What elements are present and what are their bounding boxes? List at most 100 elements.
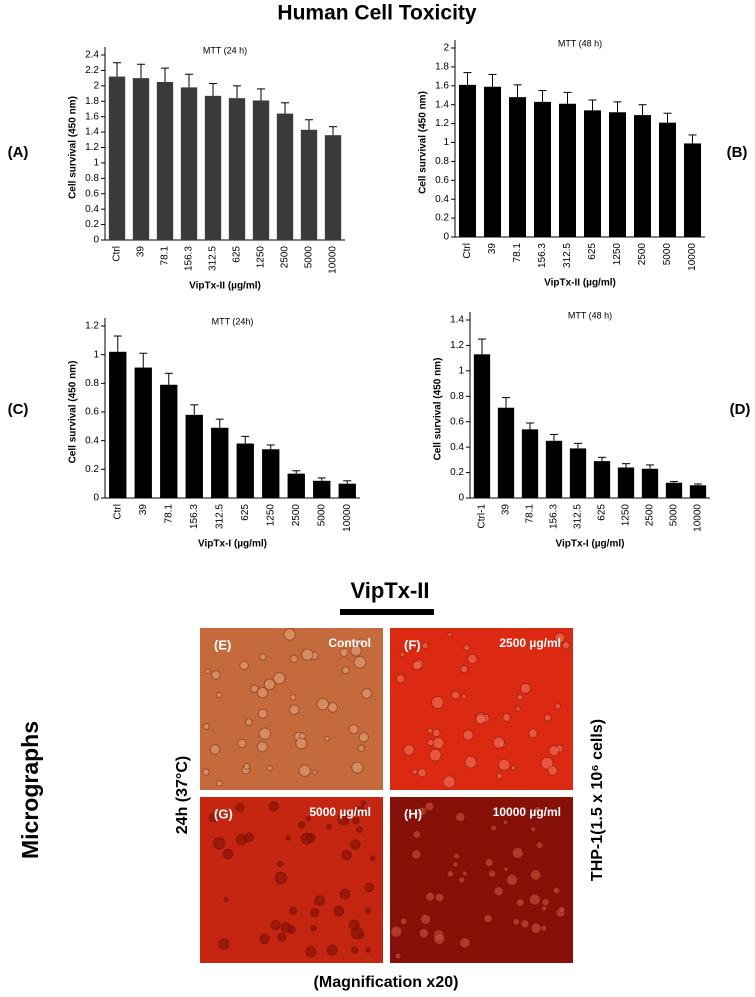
bar	[276, 113, 294, 240]
cell	[289, 906, 298, 915]
bar	[659, 122, 676, 237]
x-tick-label: 10000	[342, 504, 353, 532]
cell	[530, 922, 542, 934]
cell	[259, 653, 267, 661]
bar	[324, 135, 342, 240]
cell	[215, 780, 223, 787]
y-tick-label: 1.8	[435, 62, 449, 73]
x-tick-label: 5000	[304, 246, 315, 269]
micrograph-heading: VipTx-II	[350, 578, 429, 603]
cell	[420, 913, 432, 925]
cell	[417, 768, 427, 778]
cell	[530, 826, 537, 833]
cell	[552, 886, 561, 895]
x-tick-label: 5000	[662, 243, 673, 266]
x-tick-label: 10000	[693, 504, 704, 532]
cell	[312, 769, 318, 775]
cell	[259, 933, 270, 945]
cell	[289, 654, 299, 663]
cell	[212, 837, 226, 850]
cell	[309, 907, 320, 918]
bar	[109, 351, 127, 498]
bar	[473, 354, 491, 498]
bar	[545, 440, 563, 498]
cell	[350, 839, 361, 850]
cell	[455, 812, 466, 823]
cell	[558, 905, 566, 914]
cell	[365, 947, 371, 953]
chart-title: MTT (24 h)	[203, 45, 247, 55]
cell	[276, 860, 284, 868]
panel-label: (C)	[8, 401, 29, 418]
cell	[447, 632, 453, 638]
cell	[361, 688, 372, 699]
cell	[411, 644, 418, 650]
cell	[528, 893, 541, 906]
cell	[464, 755, 478, 769]
cell	[341, 849, 352, 861]
cell	[421, 642, 429, 650]
bar	[569, 448, 587, 498]
y-tick-label: 0.6	[85, 407, 99, 418]
y-tick-label: 0.8	[85, 173, 99, 184]
cell	[433, 932, 446, 945]
bar	[484, 86, 501, 238]
heading-bar	[340, 609, 434, 615]
y-axis-label: Cell survival (450 nm)	[68, 361, 79, 464]
x-tick-label: Ctrl	[462, 243, 473, 259]
bar	[204, 95, 222, 241]
y-tick-label: 2	[93, 80, 99, 91]
x-tick-label: 1250	[265, 504, 276, 527]
cell	[289, 704, 300, 715]
cell	[314, 895, 326, 906]
cell	[245, 718, 253, 726]
cell	[463, 644, 471, 652]
cell	[256, 687, 269, 699]
x-axis-label: VipTx-I (µg/ml)	[198, 539, 267, 550]
cell	[270, 919, 281, 931]
cell	[341, 666, 350, 675]
x-tick-label: 312.5	[214, 504, 225, 529]
cell	[446, 870, 455, 878]
cell	[516, 694, 524, 701]
cell	[451, 690, 461, 700]
bar	[684, 143, 701, 237]
x-tick-label: 2500	[280, 246, 291, 269]
cell	[243, 762, 251, 770]
cell	[395, 674, 406, 684]
cell	[350, 644, 362, 657]
cell	[496, 772, 503, 780]
bar	[609, 112, 626, 237]
cell	[273, 671, 286, 685]
cell	[467, 653, 478, 665]
cell	[357, 638, 366, 647]
x-tick-label: 625	[232, 246, 243, 263]
cell	[461, 693, 467, 700]
x-tick-label: 78.1	[512, 243, 523, 263]
cell	[277, 932, 287, 943]
x-tick-label: 625	[240, 504, 251, 521]
y-tick-label: 0	[458, 493, 464, 504]
cell	[411, 768, 418, 775]
chart-title: MTT (24h)	[212, 316, 254, 326]
cell	[561, 641, 571, 650]
cell	[357, 744, 365, 752]
y-axis-label: Cell survival (450 nm)	[418, 91, 429, 194]
cell	[352, 817, 360, 825]
y-tick-label: 0.2	[435, 213, 449, 224]
cell	[297, 821, 306, 829]
cell	[493, 886, 504, 897]
cell	[519, 682, 531, 694]
cell	[306, 832, 316, 843]
bar	[134, 367, 152, 498]
x-tick-label: 312.5	[208, 246, 219, 271]
y-tick-label: 0.4	[85, 204, 99, 215]
figure-title: Human Cell Toxicity	[277, 2, 476, 25]
cell	[360, 800, 367, 807]
cell	[326, 944, 338, 956]
cell	[298, 764, 311, 777]
cell	[399, 651, 406, 658]
micrograph-caption: 5000 µg/ml	[309, 805, 371, 819]
micrograph-label: (E)	[214, 637, 231, 652]
cell	[411, 660, 422, 671]
